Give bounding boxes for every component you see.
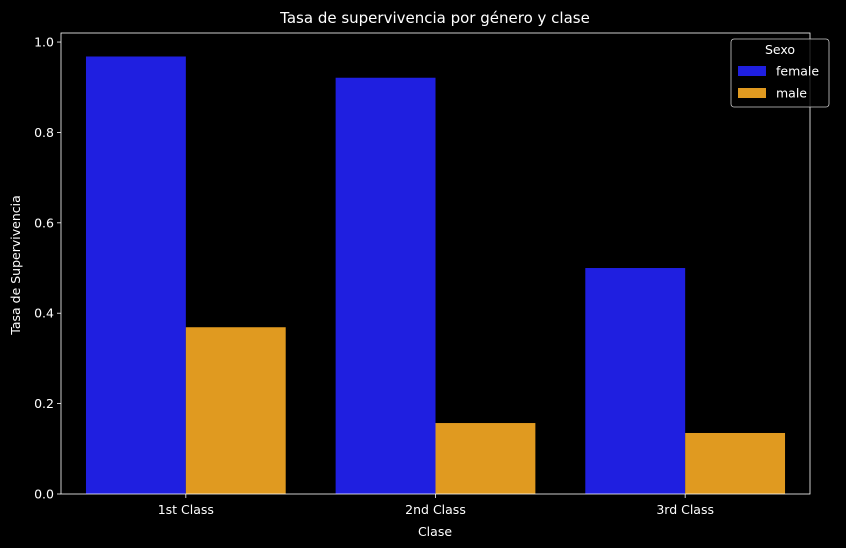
legend: Sexo female male <box>730 38 830 108</box>
y-tick-label: 0.8 <box>34 125 54 140</box>
plot-area: 0.0 0.2 0.4 0.6 0.8 1.0 1st Class 2nd Class 3rd… <box>34 32 811 517</box>
y-tick-label: 0.6 <box>34 215 54 230</box>
x-axis-label: Clase <box>418 524 452 539</box>
legend-items: female male <box>738 64 819 101</box>
legend-label-female: female <box>776 64 819 79</box>
y-axis-ticks: 0.0 0.2 0.4 0.6 0.8 1.0 <box>34 35 61 502</box>
y-axis-label: Tasa de Supervivencia <box>8 195 23 335</box>
x-tick-label: 2nd Class <box>405 502 466 517</box>
bar-male-2nd-class <box>435 423 536 494</box>
bars-group <box>85 56 786 495</box>
chart-title: Tasa de supervivencia por género y clase <box>279 9 590 27</box>
y-tick-label: 0.0 <box>34 487 54 502</box>
bar-female-2nd-class <box>335 77 436 495</box>
bar-male-3rd-class <box>685 432 786 494</box>
legend-title: Sexo <box>765 42 795 57</box>
x-axis-ticks: 1st Class 2nd Class 3rd Class <box>158 494 714 517</box>
y-tick-label: 0.2 <box>34 396 54 411</box>
x-tick-label: 1st Class <box>158 502 214 517</box>
legend-swatch-male <box>738 88 766 98</box>
legend-swatch-female <box>738 66 766 76</box>
y-tick-label: 1.0 <box>34 35 54 50</box>
legend-label-male: male <box>776 86 807 101</box>
x-tick-label: 3rd Class <box>656 502 714 517</box>
bar-female-1st-class <box>85 56 186 494</box>
y-tick-label: 0.4 <box>34 306 54 321</box>
bar-male-1st-class <box>185 327 286 494</box>
bar-female-3rd-class <box>585 268 686 494</box>
